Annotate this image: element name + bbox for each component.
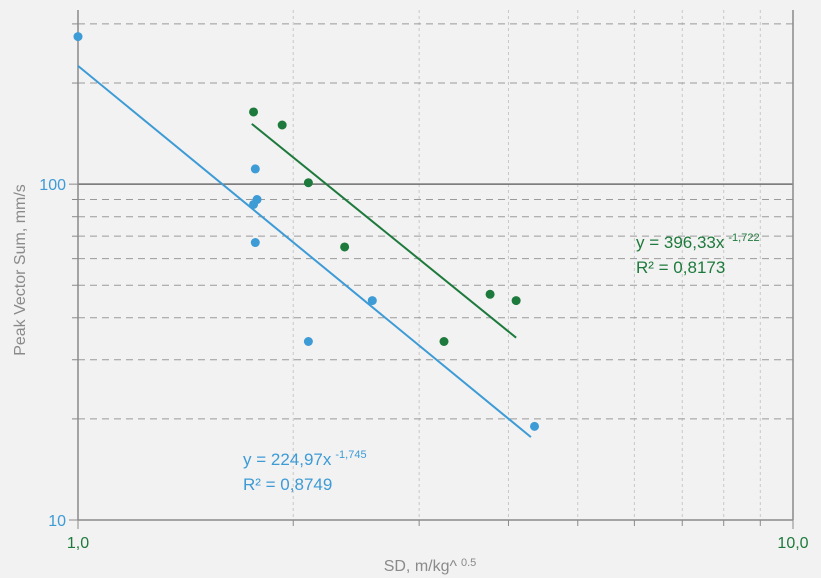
data-point-series-0	[530, 421, 540, 431]
y-axis-title: Peak Vector Sum, mm/s	[12, 184, 29, 356]
data-point-series-1	[249, 107, 259, 117]
data-point-series-1	[303, 178, 313, 188]
data-points	[73, 32, 540, 431]
grid-lines	[78, 10, 793, 520]
trendline-series-0	[77, 65, 532, 438]
data-point-series-1	[511, 296, 521, 306]
axes	[69, 10, 794, 529]
y-tick-label: 100	[39, 177, 66, 194]
blue-r2: R² = 0,8749	[243, 475, 332, 494]
green-equation-main: y = 396,33x	[636, 233, 725, 252]
tick-labels: 10 100 1,0 10,0	[39, 177, 808, 552]
data-point-series-1	[439, 337, 449, 347]
blue-equation-exponent: -1,745	[335, 449, 366, 461]
data-point-series-0	[250, 164, 260, 174]
x-axis-title-main: SD, m/kg^	[384, 558, 458, 575]
blue-equation-main: y = 224,97x	[243, 450, 332, 469]
green-equation: y = 396,33x -1,722	[636, 232, 760, 252]
data-point-series-1	[485, 289, 495, 299]
green-equation-exponent: -1,722	[728, 232, 759, 244]
data-point-series-0	[303, 337, 313, 347]
x-tick-label: 1,0	[67, 535, 89, 552]
x-axis-title-sup: 0.5	[461, 557, 476, 569]
y-tick-label: 10	[48, 513, 66, 530]
x-tick-label: 10,0	[777, 535, 808, 552]
data-point-series-1	[277, 120, 287, 130]
x-axis-title: SD, m/kg^ 0.5	[384, 557, 477, 575]
data-point-series-0	[367, 296, 377, 306]
data-point-series-1	[340, 242, 350, 252]
data-point-series-0	[73, 32, 83, 42]
plot-area	[78, 10, 793, 520]
data-point-series-0	[249, 199, 259, 209]
blue-equation: y = 224,97x -1,745	[243, 449, 367, 469]
trendline-series-1	[251, 123, 517, 339]
data-point-series-0	[250, 238, 260, 248]
trendlines	[77, 65, 532, 438]
green-r2: R² = 0,8173	[636, 258, 725, 277]
